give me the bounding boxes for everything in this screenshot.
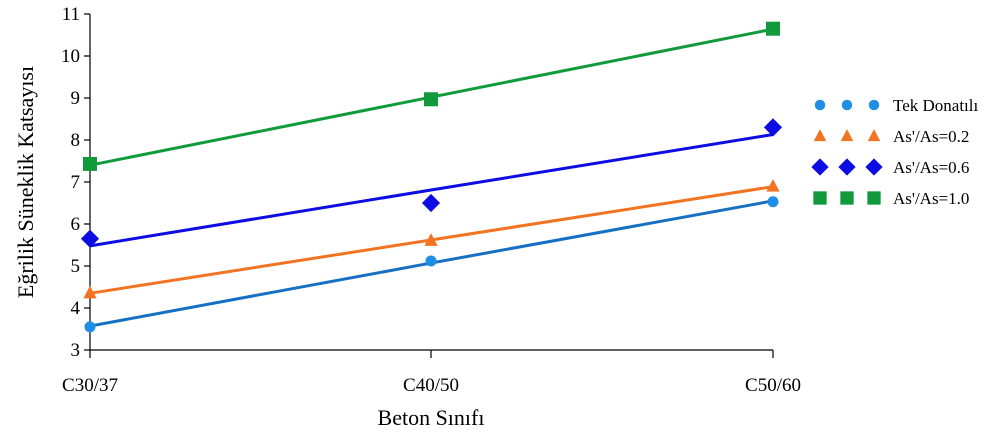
y-tick-label: 8 [71, 130, 81, 151]
legend-marker-triangle [867, 129, 881, 142]
data-point-series-1 [425, 255, 437, 267]
y-tick-label: 11 [62, 4, 80, 25]
data-point-series-1 [767, 196, 779, 208]
legend-label: As'/As=1.0 [893, 189, 969, 208]
legend-label: Tek Donatılı [893, 96, 978, 115]
legend-marker-triangle [840, 129, 854, 142]
y-tick-label: 3 [71, 340, 81, 361]
data-point-series-3 [80, 229, 100, 248]
data-markers [80, 21, 783, 333]
legend-marker-diamond [838, 158, 856, 176]
x-tick-label: C40/50 [403, 375, 459, 396]
y-tick-label: 7 [71, 172, 81, 193]
legend-marker-circle [868, 99, 880, 111]
data-point-series-2 [424, 233, 438, 246]
x-tick-label: C50/60 [745, 375, 801, 396]
y-tick-label: 4 [71, 298, 81, 319]
trendline-series-3 [89, 133, 774, 248]
legend-label: As'/As=0.6 [893, 158, 969, 177]
legend-label: As'/As=0.2 [893, 127, 969, 146]
legend-marker-square [867, 191, 881, 205]
trendlines [89, 27, 774, 328]
x-axis-title: Beton Sınıfı [378, 405, 485, 430]
legend-marker-circle [814, 99, 826, 111]
y-tick-label: 5 [71, 256, 81, 277]
y-tick-label: 9 [71, 88, 81, 109]
legend-marker-diamond [865, 158, 883, 176]
tick-labels: 3 4 5 6 7 8 9 10 11 C30/37 C40/50 C50/60 [61, 4, 801, 396]
data-point-series-4 [83, 156, 97, 171]
data-point-series-2 [766, 178, 780, 192]
legend-marker-triangle [813, 129, 827, 142]
legend-marker-square [813, 191, 827, 205]
legend-marker-square [840, 191, 854, 205]
y-axis-title: Eğrilik Süneklik Katsayısı [13, 66, 38, 298]
data-point-series-3 [763, 118, 783, 137]
y-tick-label: 10 [61, 46, 80, 67]
data-point-series-3 [421, 193, 441, 213]
chart-axes [84, 13, 774, 358]
legend-marker-circle [841, 99, 853, 111]
legend: Tek Donatılı As'/As=0.2 As'/As=0.6 As'/As=1… [811, 96, 978, 208]
legend-marker-diamond [811, 158, 829, 176]
data-point-series-4 [766, 21, 780, 36]
data-point-series-4 [424, 92, 438, 107]
data-point-series-2 [83, 285, 97, 299]
y-tick-label: 6 [71, 214, 81, 235]
data-point-series-1 [84, 321, 96, 333]
x-tick-label: C30/37 [62, 375, 118, 396]
